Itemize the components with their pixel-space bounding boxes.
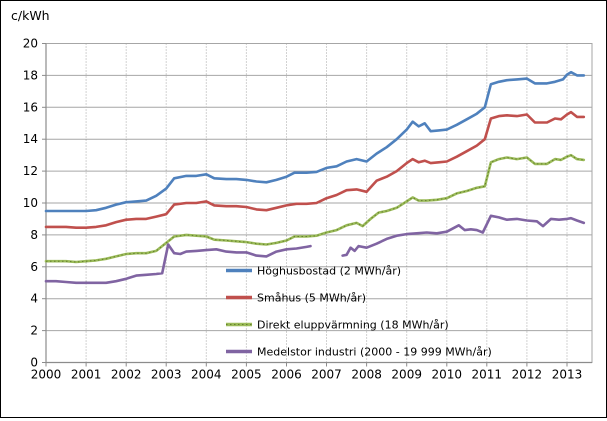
y-tick-label: 14 bbox=[23, 132, 38, 146]
x-tick-label: 2001 bbox=[71, 368, 102, 382]
y-tick-label: 12 bbox=[23, 164, 38, 178]
x-tick-label: 2000 bbox=[31, 368, 62, 382]
legend-label: Medelstor industri (2000 - 19 999 MWh/år… bbox=[257, 346, 492, 359]
y-tick-label: 4 bbox=[30, 292, 38, 306]
y-tick-label: 10 bbox=[23, 196, 38, 210]
plot-area: 0 2 4 6 8 10 12 14 16 18 20 2000 2001 2002 2003 2004 200… bbox=[23, 37, 593, 382]
x-tick-label: 2003 bbox=[151, 368, 182, 382]
x-tick-label: 2005 bbox=[231, 368, 262, 382]
y-tick-label: 8 bbox=[30, 228, 38, 242]
legend-label: Direkt eluppvärmning (18 MWh/år) bbox=[257, 319, 449, 332]
x-tick-label: 2006 bbox=[271, 368, 302, 382]
x-tick-label: 2012 bbox=[512, 368, 543, 382]
y-axis-unit-label: c/kWh bbox=[11, 8, 50, 23]
x-tick-label: 2013 bbox=[552, 368, 583, 382]
y-tick-label: 16 bbox=[23, 100, 38, 114]
x-tick-label: 2008 bbox=[351, 368, 382, 382]
y-tick-label: 20 bbox=[23, 37, 38, 51]
legend-label: Höghusbostad (2 MWh/år) bbox=[257, 265, 401, 278]
series-line-3 bbox=[44, 243, 312, 285]
x-tick-label: 2004 bbox=[191, 368, 222, 382]
legend-label: Småhus (5 MWh/år) bbox=[257, 292, 366, 305]
y-tick-label: 18 bbox=[23, 68, 38, 82]
y-tick-label: 0 bbox=[30, 356, 38, 370]
series-line-1 bbox=[44, 110, 586, 229]
y-tick-label: 2 bbox=[30, 324, 38, 338]
x-tick-label: 2007 bbox=[311, 368, 342, 382]
series-line-3 bbox=[341, 214, 586, 257]
x-tick-label: 2011 bbox=[472, 368, 503, 382]
x-tick-label: 2009 bbox=[391, 368, 422, 382]
series-line-0 bbox=[44, 70, 586, 213]
x-tick-label: 2010 bbox=[432, 368, 463, 382]
x-tick-label: 2002 bbox=[111, 368, 142, 382]
y-tick-label: 6 bbox=[30, 260, 38, 274]
series-line-overlay-2 bbox=[46, 154, 584, 263]
